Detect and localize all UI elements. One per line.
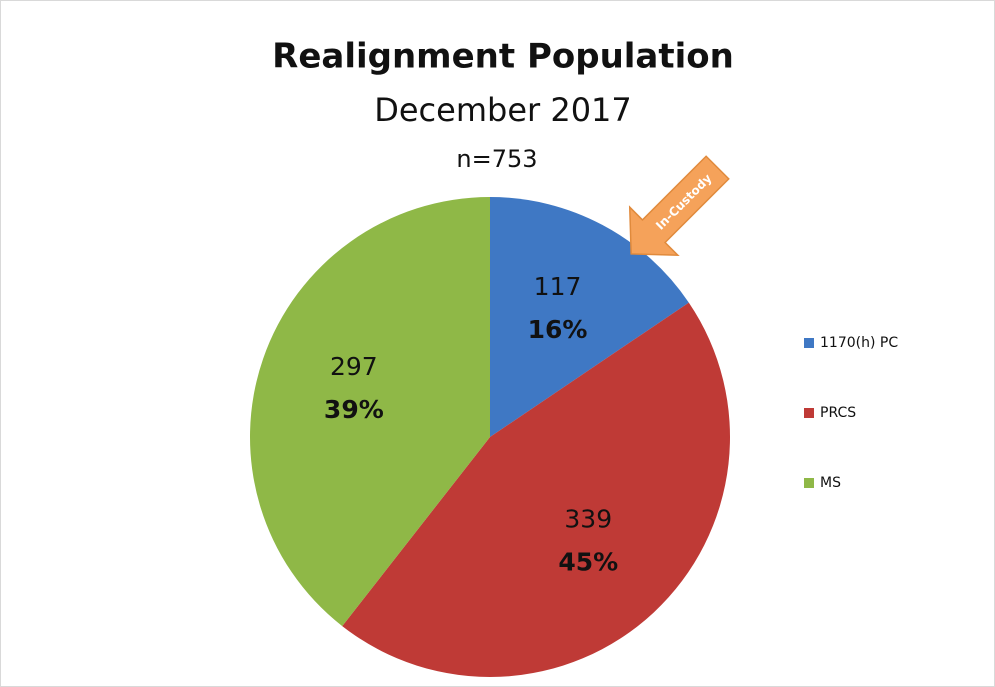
pie-slice <box>249 197 490 627</box>
chart-note: n=753 <box>456 145 537 173</box>
legend-label: MS <box>820 475 841 491</box>
pie-slice <box>490 197 689 437</box>
percent-label: 16% <box>528 315 588 344</box>
legend-swatch <box>804 478 814 488</box>
chart-title: Realignment Population <box>272 37 734 77</box>
arrow-shape <box>628 155 730 257</box>
value-label: 339 <box>564 504 612 533</box>
legend-swatch <box>804 338 814 348</box>
legend-swatch <box>804 408 814 418</box>
pie: 117 16% 339 45% 297 39% <box>249 197 731 678</box>
value-label: 117 <box>534 272 582 301</box>
value-label: 297 <box>330 352 378 381</box>
chart-subtitle: December 2017 <box>374 91 632 129</box>
pie-slice <box>342 302 731 678</box>
legend-label: 1170(h) PC <box>820 335 898 351</box>
legend: 1170(h) PC PRCS MS <box>804 335 898 491</box>
legend-label: PRCS <box>820 405 856 421</box>
percent-label: 45% <box>558 547 618 576</box>
percent-label: 39% <box>324 395 384 424</box>
